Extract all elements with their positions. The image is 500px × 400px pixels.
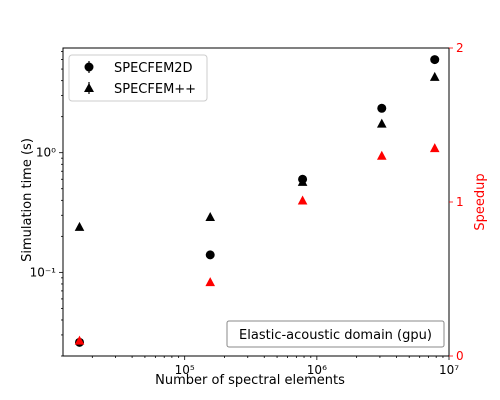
data-point-series-0 bbox=[430, 55, 440, 65]
y-left-axis-title: Simulation time (s) bbox=[20, 138, 35, 262]
data-point-series-0 bbox=[377, 103, 387, 113]
y-right-tick-label: 0 bbox=[456, 349, 464, 363]
y-left-tick-label: 10⁰ bbox=[36, 146, 56, 160]
legend-marker-specfem2d bbox=[84, 61, 94, 73]
y-left-tick-label: 10⁻¹ bbox=[30, 265, 57, 279]
annotation-box: Elastic-acoustic domain (gpu) bbox=[226, 320, 445, 348]
legend-frame bbox=[68, 54, 208, 102]
data-point-series-1 bbox=[74, 221, 85, 231]
data-point-series-0 bbox=[205, 250, 215, 260]
data-points bbox=[74, 55, 440, 347]
data-point-series-1 bbox=[205, 212, 216, 222]
legend-marker-specfempp bbox=[84, 82, 94, 94]
annotation-label: Elastic-acoustic domain (gpu) bbox=[239, 328, 432, 343]
legend: SPECFEM2D SPECFEM++ bbox=[68, 54, 208, 102]
annotation-frame bbox=[226, 320, 445, 348]
x-tick-label: 10⁷ bbox=[439, 363, 459, 377]
x-axis-title: Number of spectral elements bbox=[155, 373, 345, 388]
data-point-series-2 bbox=[429, 143, 440, 153]
legend-label-specfempp: SPECFEM++ bbox=[114, 82, 196, 97]
y-right-axis-title: Speedup bbox=[473, 173, 488, 230]
legend-label-specfem2d: SPECFEM2D bbox=[114, 61, 193, 76]
data-point-series-2 bbox=[205, 277, 216, 287]
y-right-axis-ticks: 0 1 2 bbox=[449, 41, 464, 363]
y-right-tick-label: 1 bbox=[456, 195, 464, 209]
data-point-series-1 bbox=[429, 71, 440, 81]
data-point-series-1 bbox=[376, 118, 387, 128]
x-tick-label: 10⁶ bbox=[307, 363, 327, 377]
x-axis-ticks: 10⁵ 10⁶ 10⁷ bbox=[91, 356, 459, 377]
data-point-series-2 bbox=[297, 195, 308, 205]
y-right-tick-label: 2 bbox=[456, 41, 464, 55]
data-point-series-1 bbox=[297, 176, 308, 186]
data-point-series-2 bbox=[376, 150, 387, 160]
data-point-series-2 bbox=[74, 335, 85, 345]
x-tick-label: 10⁵ bbox=[175, 363, 195, 377]
y-left-axis-ticks: 10⁻¹ 10⁰ bbox=[30, 51, 63, 357]
